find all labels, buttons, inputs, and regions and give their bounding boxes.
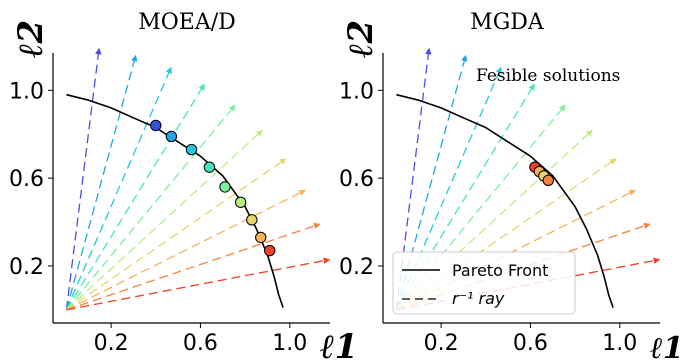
mgda-panel: MGDA 0.2 0.6 1.0 0.2 0.6 1.0 ℓ1 ℓ2 Fesib… [339, 10, 681, 362]
mgda-solutions [529, 161, 555, 187]
mgda-solution-point [542, 174, 555, 187]
moead-x-tick-label: 1.0 [272, 331, 307, 356]
legend: Pareto Front r⁻¹ ray [392, 251, 576, 315]
moead-ray [66, 189, 306, 311]
moead-solution-point [234, 196, 247, 208]
mgda-title: MGDA [470, 10, 545, 35]
moead-x-tick-label: 0.2 [94, 331, 129, 356]
moead-pareto-front-curve [66, 93, 284, 308]
moead-ray [65, 104, 236, 311]
mgda-pareto-front-curve [396, 93, 614, 308]
mgda-x-axis-label: ℓ1 [650, 331, 681, 362]
moead-x-tick-label: 0.6 [183, 331, 218, 356]
moead-ray [65, 54, 138, 311]
moead-ray [65, 66, 172, 311]
moead-ray [65, 83, 206, 311]
moead-ray [65, 47, 102, 310]
mgda-x-tick-label: 0.6 [513, 331, 548, 356]
mgda-pareto-front [396, 93, 614, 308]
mgda-y-tick-label: 1.0 [339, 79, 374, 104]
moead-solution-point [165, 130, 178, 143]
moead-solution-point [255, 231, 267, 244]
moead-ray [66, 257, 331, 311]
moead-y-axis-label: ℓ2 [11, 20, 51, 58]
legend-box [392, 251, 576, 315]
moead-x-axis-label: ℓ1 [320, 327, 358, 362]
mgda-y-tick-label: 0.6 [339, 167, 374, 192]
moead-ray [66, 222, 321, 311]
moead-solution-point [150, 119, 162, 132]
moead-solution-point [185, 143, 198, 156]
moead-ray [66, 158, 287, 311]
moead-solution-point [263, 244, 276, 257]
mgda-axes [378, 53, 660, 328]
legend-entry-pareto-front: Pareto Front [452, 261, 548, 280]
legend-entry-ray: r⁻¹ ray [452, 289, 505, 308]
moead-panel: MOEA/D 0.2 0.6 1.0 0.2 0.6 1.0 ℓ1 ℓ2 [9, 10, 358, 362]
moead-solution-point [219, 181, 231, 193]
moead-y-tick-label: 0.2 [9, 255, 44, 280]
moead-y-tick-label: 1.0 [9, 79, 44, 104]
moead-pareto-front [66, 93, 284, 308]
moead-rays [65, 47, 331, 311]
moead-solution-point [203, 161, 216, 173]
moead-title: MOEA/D [138, 10, 236, 35]
mgda-y-axis-label: ℓ2 [341, 20, 381, 58]
moead-ray [65, 129, 263, 311]
moead-solutions [150, 119, 276, 257]
moead-axes [48, 53, 330, 328]
moead-y-tick-label: 0.6 [9, 167, 44, 192]
mgda-y-tick-label: 0.2 [339, 255, 374, 280]
mgda-x-tick-label: 1.0 [602, 331, 637, 356]
moead-solution-point [246, 214, 258, 226]
feasible-solutions-annotation: Fesible solutions [476, 66, 620, 86]
mgda-x-tick-label: 0.2 [424, 331, 459, 356]
